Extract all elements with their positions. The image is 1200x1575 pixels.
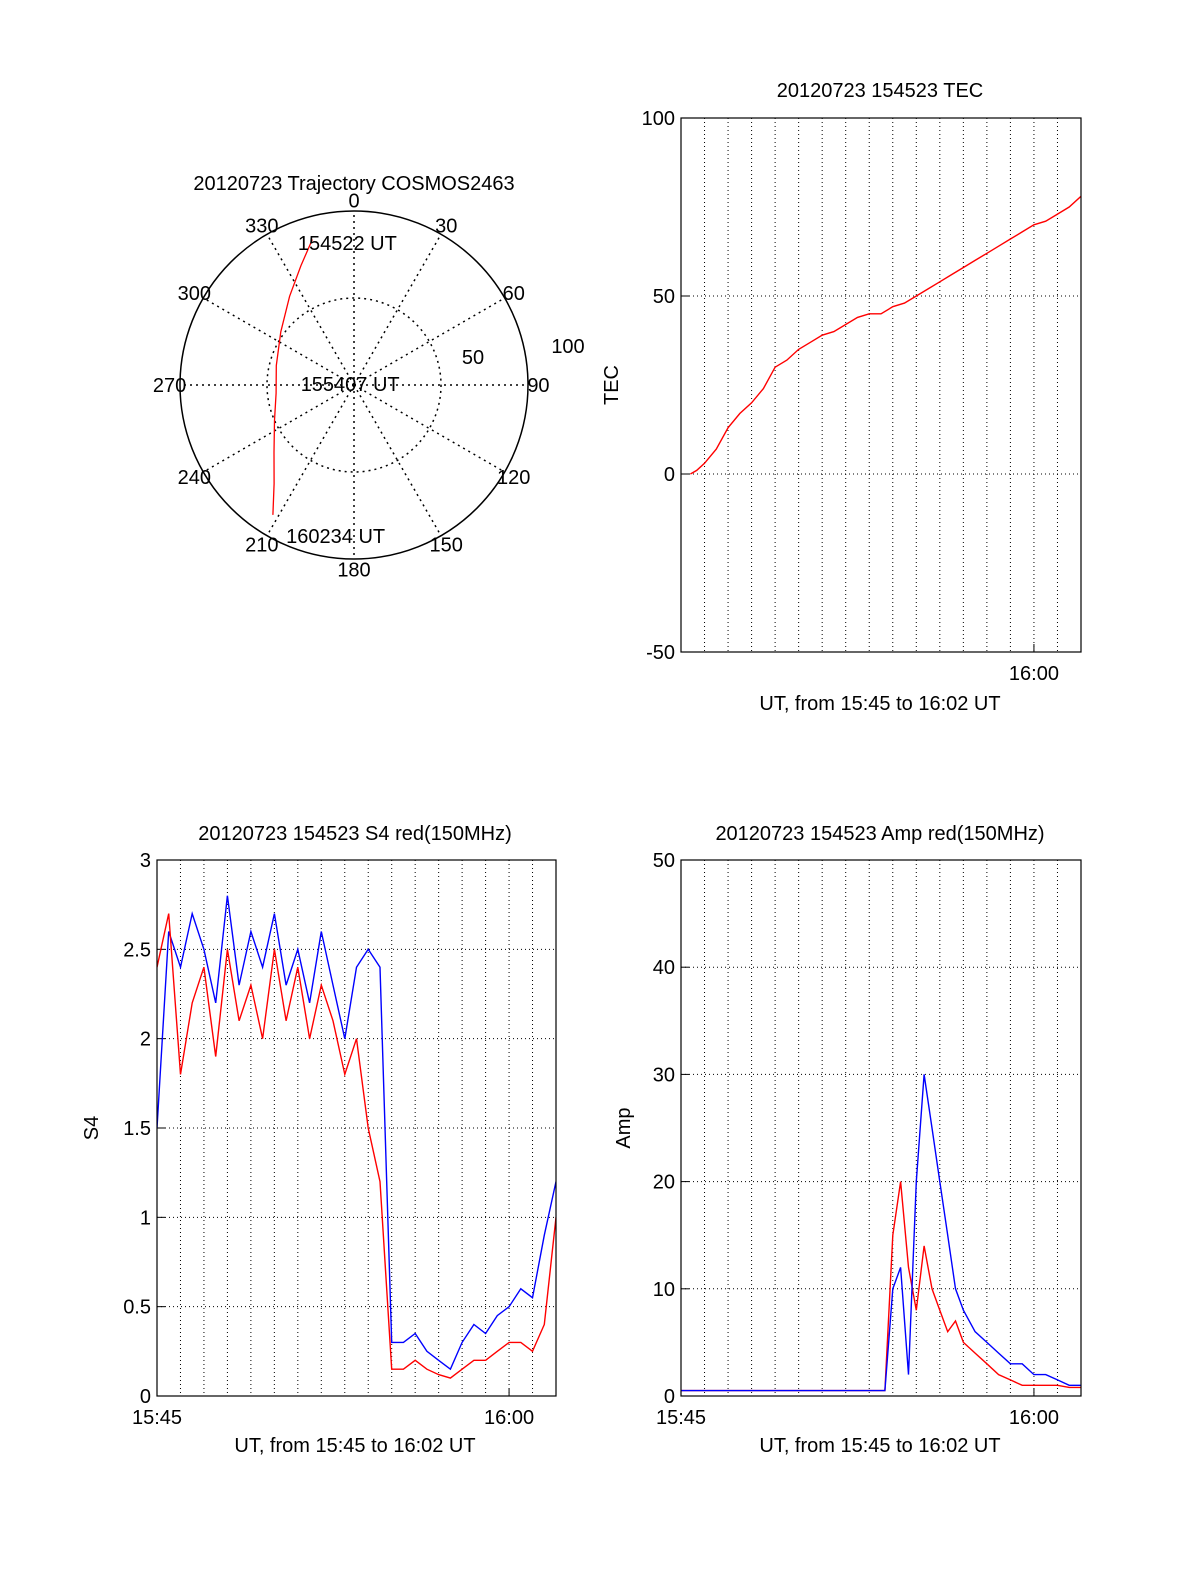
- amp-title: 20120723 154523 Amp red(150MHz): [715, 823, 1044, 845]
- y-tick-label: 2.5: [123, 939, 151, 961]
- polar-grid: [180, 211, 528, 559]
- polar-azimuth-label: 330: [245, 215, 278, 237]
- y-tick-label: 1.5: [123, 1118, 151, 1140]
- y-tick-label: 40: [653, 957, 675, 979]
- series-line: [157, 895, 556, 1371]
- polar-azimuth-label: 30: [435, 215, 457, 237]
- trajectory-time-label: 155407 UT: [301, 374, 400, 396]
- polar-series: [272, 239, 313, 515]
- polar-azimuth-label: 0: [348, 191, 359, 213]
- y-tick-label: 30: [653, 1064, 675, 1086]
- y-tick-label: 20: [653, 1172, 675, 1194]
- polar-radial-label: 50: [462, 347, 484, 369]
- polar-azimuth-label: 180: [337, 559, 370, 581]
- y-tick-label: 50: [653, 850, 675, 872]
- amp-ylabel: Amp: [613, 1107, 635, 1148]
- s4-panel: 20120723 154523 S4 red(150MHz) UT, from …: [81, 823, 557, 1457]
- y-tick-label: 2: [140, 1029, 151, 1051]
- series-line: [157, 913, 556, 1379]
- polar-azimuth-label: 60: [503, 283, 525, 305]
- polar-labels: 0 30 60 90 120 150 180 210 240 270 300 330 50 100: [153, 191, 585, 582]
- x-tick-label: 16:00: [1009, 1407, 1059, 1429]
- tec-title: 20120723 154523 TEC: [777, 80, 983, 102]
- polar-grid-spoke: [202, 297, 355, 386]
- y-tick-label: 3: [140, 850, 151, 872]
- y-tick-label: 10: [653, 1279, 675, 1301]
- polar-outer-circle: [179, 210, 529, 560]
- polar-radial-label: 100: [551, 336, 584, 358]
- tec-xlabel: UT, from 15:45 to 16:02 UT: [759, 693, 1000, 715]
- x-tick-label: 16:00: [484, 1407, 534, 1429]
- series-line: [681, 1181, 1081, 1392]
- polar-azimuth-label: 270: [153, 375, 186, 397]
- plot-frame: [680, 117, 1082, 653]
- y-tick-label: 0: [664, 1386, 675, 1408]
- s4-ylabel: S4: [81, 1116, 103, 1140]
- polar-grid-circle: [266, 297, 442, 473]
- amp-xlabel: UT, from 15:45 to 16:02 UT: [759, 1435, 1000, 1457]
- polar-grid-spoke: [266, 233, 355, 386]
- polar-azimuth-label: 120: [497, 467, 530, 489]
- polar-grid-spoke: [353, 297, 506, 386]
- y-tick-label: 50: [653, 286, 675, 308]
- plot-frame: [680, 859, 1082, 1397]
- s4-title: 20120723 154523 S4 red(150MHz): [198, 823, 512, 845]
- trajectory-time-label: 160234 UT: [286, 526, 385, 548]
- polar-grid-spoke: [202, 384, 355, 473]
- x-tick-label: 16:00: [1009, 663, 1059, 685]
- tec-panel: 20120723 154523 TEC UT, from 15:45 to 16…: [601, 80, 1082, 715]
- polar-azimuth-label: 150: [430, 535, 463, 557]
- y-tick-label: -50: [646, 642, 675, 664]
- y-tick-label: 0.5: [123, 1297, 151, 1319]
- polar-grid-spoke: [353, 384, 442, 537]
- trajectory-line: [272, 239, 313, 515]
- polar-azimuth-label: 90: [527, 375, 549, 397]
- trajectory-panel: 20120723 Trajectory COSMOS2463 0 30 60 90 12…: [153, 173, 585, 581]
- x-tick-label: 15:45: [132, 1407, 182, 1429]
- trajectory-title: 20120723 Trajectory COSMOS2463: [193, 173, 514, 195]
- series-line: [690, 195, 1081, 475]
- series-line: [681, 1074, 1081, 1392]
- y-tick-label: 100: [642, 108, 675, 130]
- polar-azimuth-label: 210: [245, 535, 278, 557]
- x-tick-label: 15:45: [656, 1407, 706, 1429]
- amp-panel: 20120723 154523 Amp red(150MHz) UT, from…: [613, 823, 1082, 1457]
- tec-ylabel: TEC: [601, 365, 623, 405]
- s4-xlabel: UT, from 15:45 to 16:02 UT: [234, 1435, 475, 1457]
- polar-azimuth-label: 300: [178, 283, 211, 305]
- polar-annotations: 154522 UT 155407 UT 160234 UT: [286, 233, 399, 548]
- y-tick-label: 0: [140, 1386, 151, 1408]
- polar-grid-spoke: [353, 384, 506, 473]
- trajectory-time-label: 154522 UT: [298, 233, 397, 255]
- y-tick-label: 0: [664, 464, 675, 486]
- y-tick-label: 1: [140, 1207, 151, 1229]
- polar-azimuth-label: 240: [178, 467, 211, 489]
- polar-grid-spoke: [353, 233, 442, 386]
- polar-grid-spoke: [266, 384, 355, 537]
- plot-frame: [156, 859, 557, 1397]
